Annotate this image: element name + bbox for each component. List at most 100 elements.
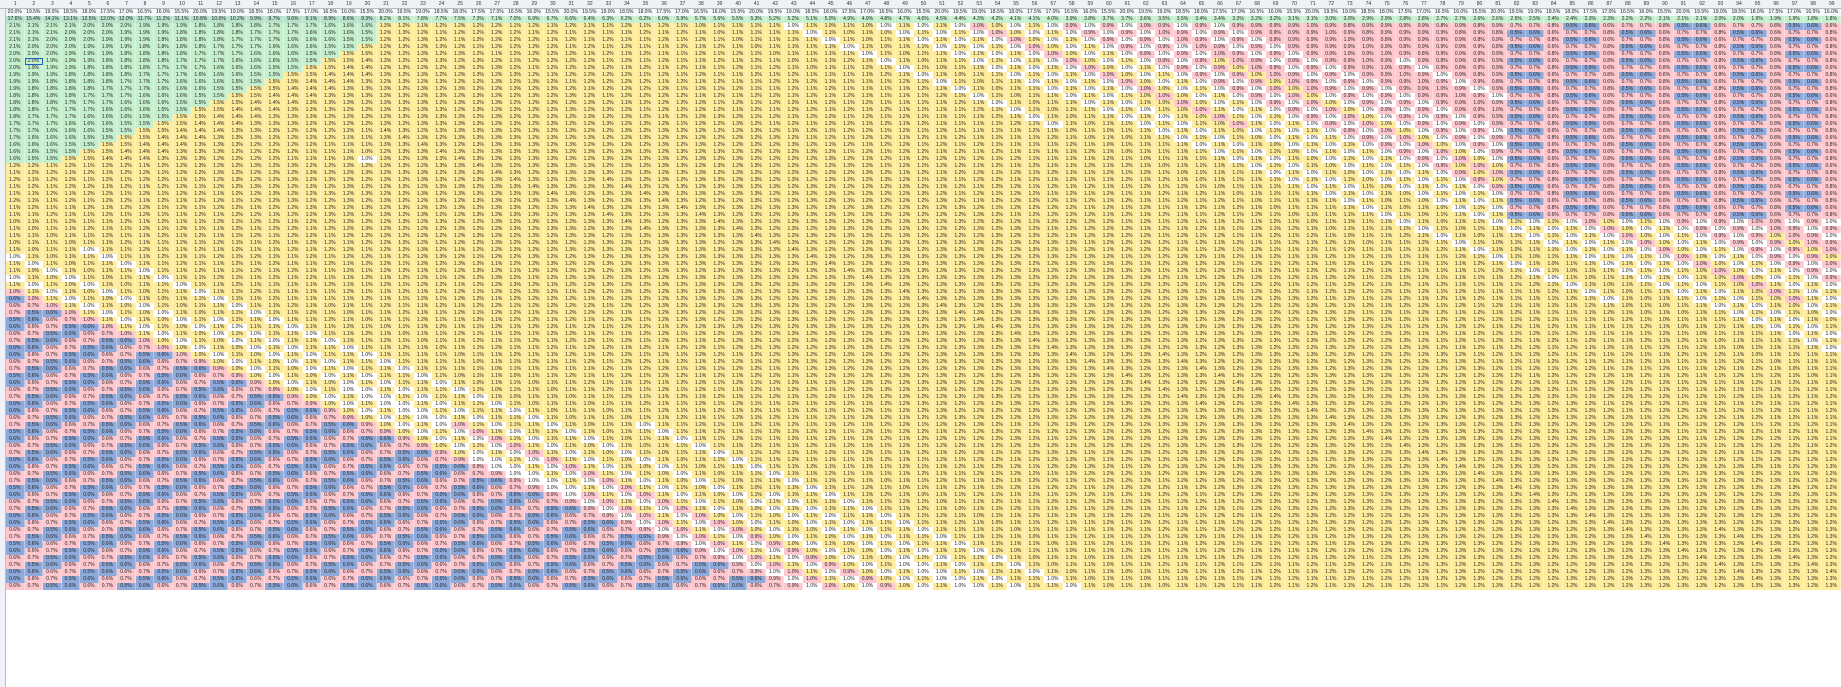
cell[interactable]: 0.9% (1322, 37, 1341, 44)
cell[interactable]: 0.9% (1359, 72, 1378, 79)
cell[interactable]: 0.5% (1619, 30, 1638, 37)
cell[interactable]: 0.9% (1396, 23, 1415, 30)
column-header[interactable]: 97 (1785, 0, 1804, 8)
cell[interactable]: 1.0% (1303, 100, 1322, 107)
cell[interactable]: 1.1% (859, 93, 878, 100)
cell[interactable]: 0.6% (1582, 93, 1601, 100)
cell[interactable]: 1.8% (25, 93, 44, 100)
cell[interactable]: 1.1% (803, 51, 822, 58)
cell[interactable]: 1.4% (265, 93, 284, 100)
cell[interactable]: 1.8% (62, 93, 81, 100)
cell[interactable]: 1.4% (210, 114, 229, 121)
column-header[interactable]: 3 (43, 0, 62, 8)
cell[interactable]: 1.1% (692, 44, 711, 51)
cell[interactable]: 1.0% (1433, 86, 1452, 93)
cell[interactable]: 0.7% (1637, 51, 1656, 58)
cell[interactable]: 1.4% (303, 86, 322, 93)
cell[interactable]: 1.3% (321, 107, 340, 114)
cell[interactable]: 1.0% (1137, 107, 1156, 114)
cell[interactable]: 1.9% (136, 30, 155, 37)
cell[interactable]: 1.1% (747, 79, 766, 86)
cell[interactable]: 1.1% (747, 30, 766, 37)
cell[interactable]: 1.2% (618, 58, 637, 65)
cell[interactable]: 6.9% (525, 16, 544, 23)
cell[interactable]: 1.1% (933, 100, 952, 107)
cell[interactable]: 1.2% (581, 58, 600, 65)
cell[interactable]: 3.4% (1192, 16, 1211, 23)
cell[interactable]: 1.1% (1100, 51, 1119, 58)
cell[interactable]: 1.3% (358, 79, 377, 86)
cell[interactable]: 18.5% (1544, 9, 1563, 16)
cell[interactable]: 1.7% (62, 114, 81, 121)
cell[interactable]: 1.0% (1303, 72, 1322, 79)
cell[interactable]: 1.7% (62, 107, 81, 114)
cell[interactable]: 1.0% (1211, 58, 1230, 65)
cell[interactable]: 1.1% (710, 37, 729, 44)
cell[interactable]: 1.1% (506, 23, 525, 30)
cell[interactable]: 15.5% (1285, 9, 1304, 16)
cell[interactable]: 1.0% (1415, 79, 1434, 86)
cell[interactable]: 0.9% (1266, 30, 1285, 37)
cell[interactable]: 1.0% (951, 72, 970, 79)
cell[interactable]: 1.7% (210, 58, 229, 65)
cell[interactable]: 4.1% (1007, 16, 1026, 23)
cell[interactable]: 1.0% (1007, 37, 1026, 44)
cell[interactable]: 0.6% (1600, 37, 1619, 44)
cell[interactable]: 1.0% (1007, 72, 1026, 79)
cell[interactable]: 1.1% (840, 37, 859, 44)
cell[interactable]: 18.5% (247, 9, 266, 16)
cell[interactable]: 4.0% (1044, 16, 1063, 23)
cell[interactable]: 1.1% (710, 51, 729, 58)
cell[interactable]: 0.9% (1118, 44, 1137, 51)
column-header[interactable]: 16 (284, 0, 303, 8)
cell[interactable]: 0.5% (1507, 72, 1526, 79)
cell[interactable]: 0.9% (1470, 51, 1489, 58)
cell[interactable]: 1.2% (655, 107, 674, 114)
cell[interactable]: 0.7% (1693, 86, 1712, 93)
cell[interactable]: 1.0% (1155, 100, 1174, 107)
cell[interactable]: 20.0% (1674, 9, 1693, 16)
cell[interactable]: 1.6% (99, 107, 118, 114)
cell[interactable]: 1.2% (766, 65, 785, 72)
cell[interactable]: 15.5% (729, 9, 748, 16)
cell[interactable]: 9.9% (247, 16, 266, 23)
cell[interactable]: 2.1% (62, 23, 81, 30)
cell[interactable]: 6.7% (544, 16, 563, 23)
cell[interactable]: 0.7% (1526, 51, 1545, 58)
cell[interactable]: 1.1% (896, 86, 915, 93)
cell[interactable]: 0.7% (1637, 93, 1656, 100)
cell[interactable]: 1.3% (284, 114, 303, 121)
cell[interactable]: 1.7% (247, 44, 266, 51)
column-header[interactable]: 46 (840, 0, 859, 8)
cell[interactable]: 0.5% (1730, 30, 1749, 37)
cell[interactable]: 1.2% (525, 37, 544, 44)
cell[interactable]: 1.3% (303, 114, 322, 121)
cell[interactable]: 1.1% (729, 107, 748, 114)
cell[interactable]: 0.9% (1489, 51, 1508, 58)
cell[interactable]: 1.1% (1211, 93, 1230, 100)
cell[interactable]: 1.1% (1081, 79, 1100, 86)
cell[interactable]: 0.8% (1711, 58, 1730, 65)
cell[interactable]: 18.0% (822, 9, 841, 16)
cell[interactable]: 1.2% (822, 86, 841, 93)
cell[interactable]: 0.6% (1526, 58, 1545, 65)
cell[interactable]: 1.1% (840, 51, 859, 58)
cell[interactable]: 17.0% (1415, 9, 1434, 16)
cell[interactable]: 0.7% (1563, 72, 1582, 79)
cell[interactable]: 15.5% (173, 9, 192, 16)
cell[interactable]: 0.7% (1748, 51, 1767, 58)
column-header[interactable]: 98 (1804, 0, 1823, 8)
cell[interactable]: 1.0% (1322, 93, 1341, 100)
cell[interactable]: 1.2% (655, 86, 674, 93)
cell[interactable]: 9.1% (303, 16, 322, 23)
column-header[interactable]: 18 (321, 0, 340, 8)
cell[interactable]: 1.5% (228, 93, 247, 100)
cell[interactable]: 1.2% (525, 100, 544, 107)
cell[interactable]: 0.7% (1693, 58, 1712, 65)
cell[interactable]: 2.0% (62, 30, 81, 37)
cell[interactable]: 1.2% (636, 93, 655, 100)
cell[interactable]: 1.2% (933, 93, 952, 100)
cell[interactable]: 1.4% (340, 79, 359, 86)
cell[interactable]: 1.9% (25, 72, 44, 79)
cell[interactable]: 1.3% (469, 93, 488, 100)
